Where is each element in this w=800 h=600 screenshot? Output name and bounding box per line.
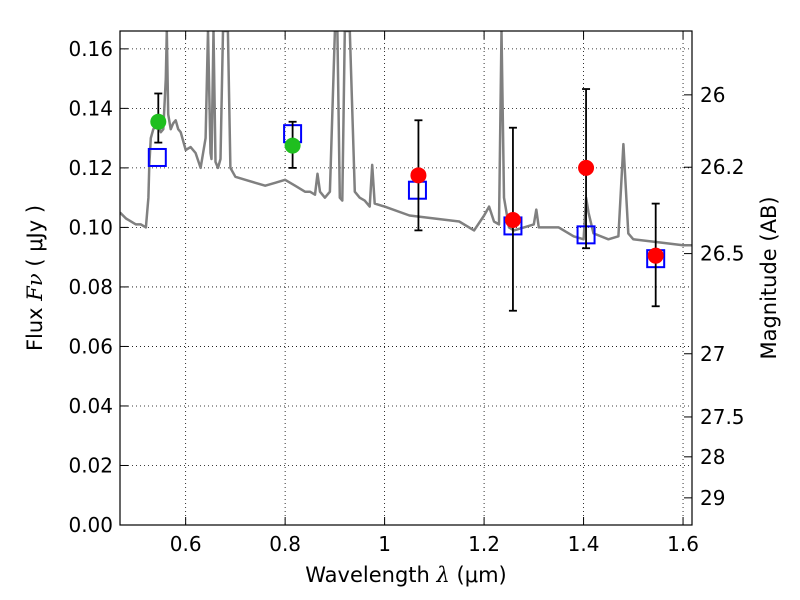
right-tick-label: 27.5 (700, 405, 745, 429)
observed-point-red (578, 159, 595, 176)
axis-ticks: 0.6 0.8 1 1.2 1.4 1.6 0.00 0.02 0.04 0.06 0.08 0.10… (68, 31, 745, 556)
x-axis-title-prefix: Wavelength (305, 563, 430, 587)
y-tick-label: 0.12 (68, 156, 113, 180)
y-axis-title-prefix: Flux (23, 307, 47, 351)
data-marks (147, 88, 666, 312)
y-tick-label: 0.10 (68, 215, 113, 239)
y-axis-title-symbol: Fν (23, 273, 47, 302)
observed-point-red (504, 211, 521, 228)
plot-frame (119, 30, 693, 526)
right-tick-label: 26.2 (700, 155, 745, 179)
observed-point-green (284, 137, 301, 154)
y-tick-label: 0.14 (68, 96, 113, 120)
y-tick-label: 0.00 (68, 513, 113, 537)
right-tick-label: 26 (700, 83, 725, 107)
x-tick-label: 1.4 (568, 532, 600, 556)
grid (120, 31, 692, 525)
x-tick-label: 0.6 (170, 532, 202, 556)
y-axis-title: Flux Fν ( μJy ) (23, 205, 47, 351)
observed-point-red (647, 247, 664, 264)
x-axis-title-symbol: λ (436, 563, 450, 587)
right-axis-title: Magnitude (AB) (757, 196, 781, 359)
y-tick-label: 0.16 (68, 37, 113, 61)
x-tick-label: 0.8 (269, 532, 301, 556)
y-tick-label: 0.04 (68, 394, 113, 418)
x-axis-title: Wavelength λ (μm) (305, 563, 506, 587)
right-tick-label: 29 (700, 486, 725, 510)
right-tick-label: 27 (700, 342, 725, 366)
model-spectrum-line (120, 31, 692, 247)
y-axis-title-unit: ( μJy ) (23, 205, 47, 267)
model-photometry-box (407, 180, 427, 200)
observed-point-green (150, 113, 167, 130)
y-tick-label: 0.02 (68, 453, 113, 477)
right-tick-label: 26.5 (700, 242, 745, 266)
model-photometry-box (147, 147, 167, 167)
x-tick-label: 1 (378, 532, 391, 556)
y-tick-label: 0.08 (68, 275, 113, 299)
x-tick-label: 1.6 (667, 532, 699, 556)
observed-point-red (410, 167, 427, 184)
x-axis-title-unit: (μm) (457, 563, 507, 587)
right-tick-label: 28 (700, 445, 725, 469)
x-tick-label: 1.2 (468, 532, 500, 556)
y-tick-label: 0.06 (68, 334, 113, 358)
